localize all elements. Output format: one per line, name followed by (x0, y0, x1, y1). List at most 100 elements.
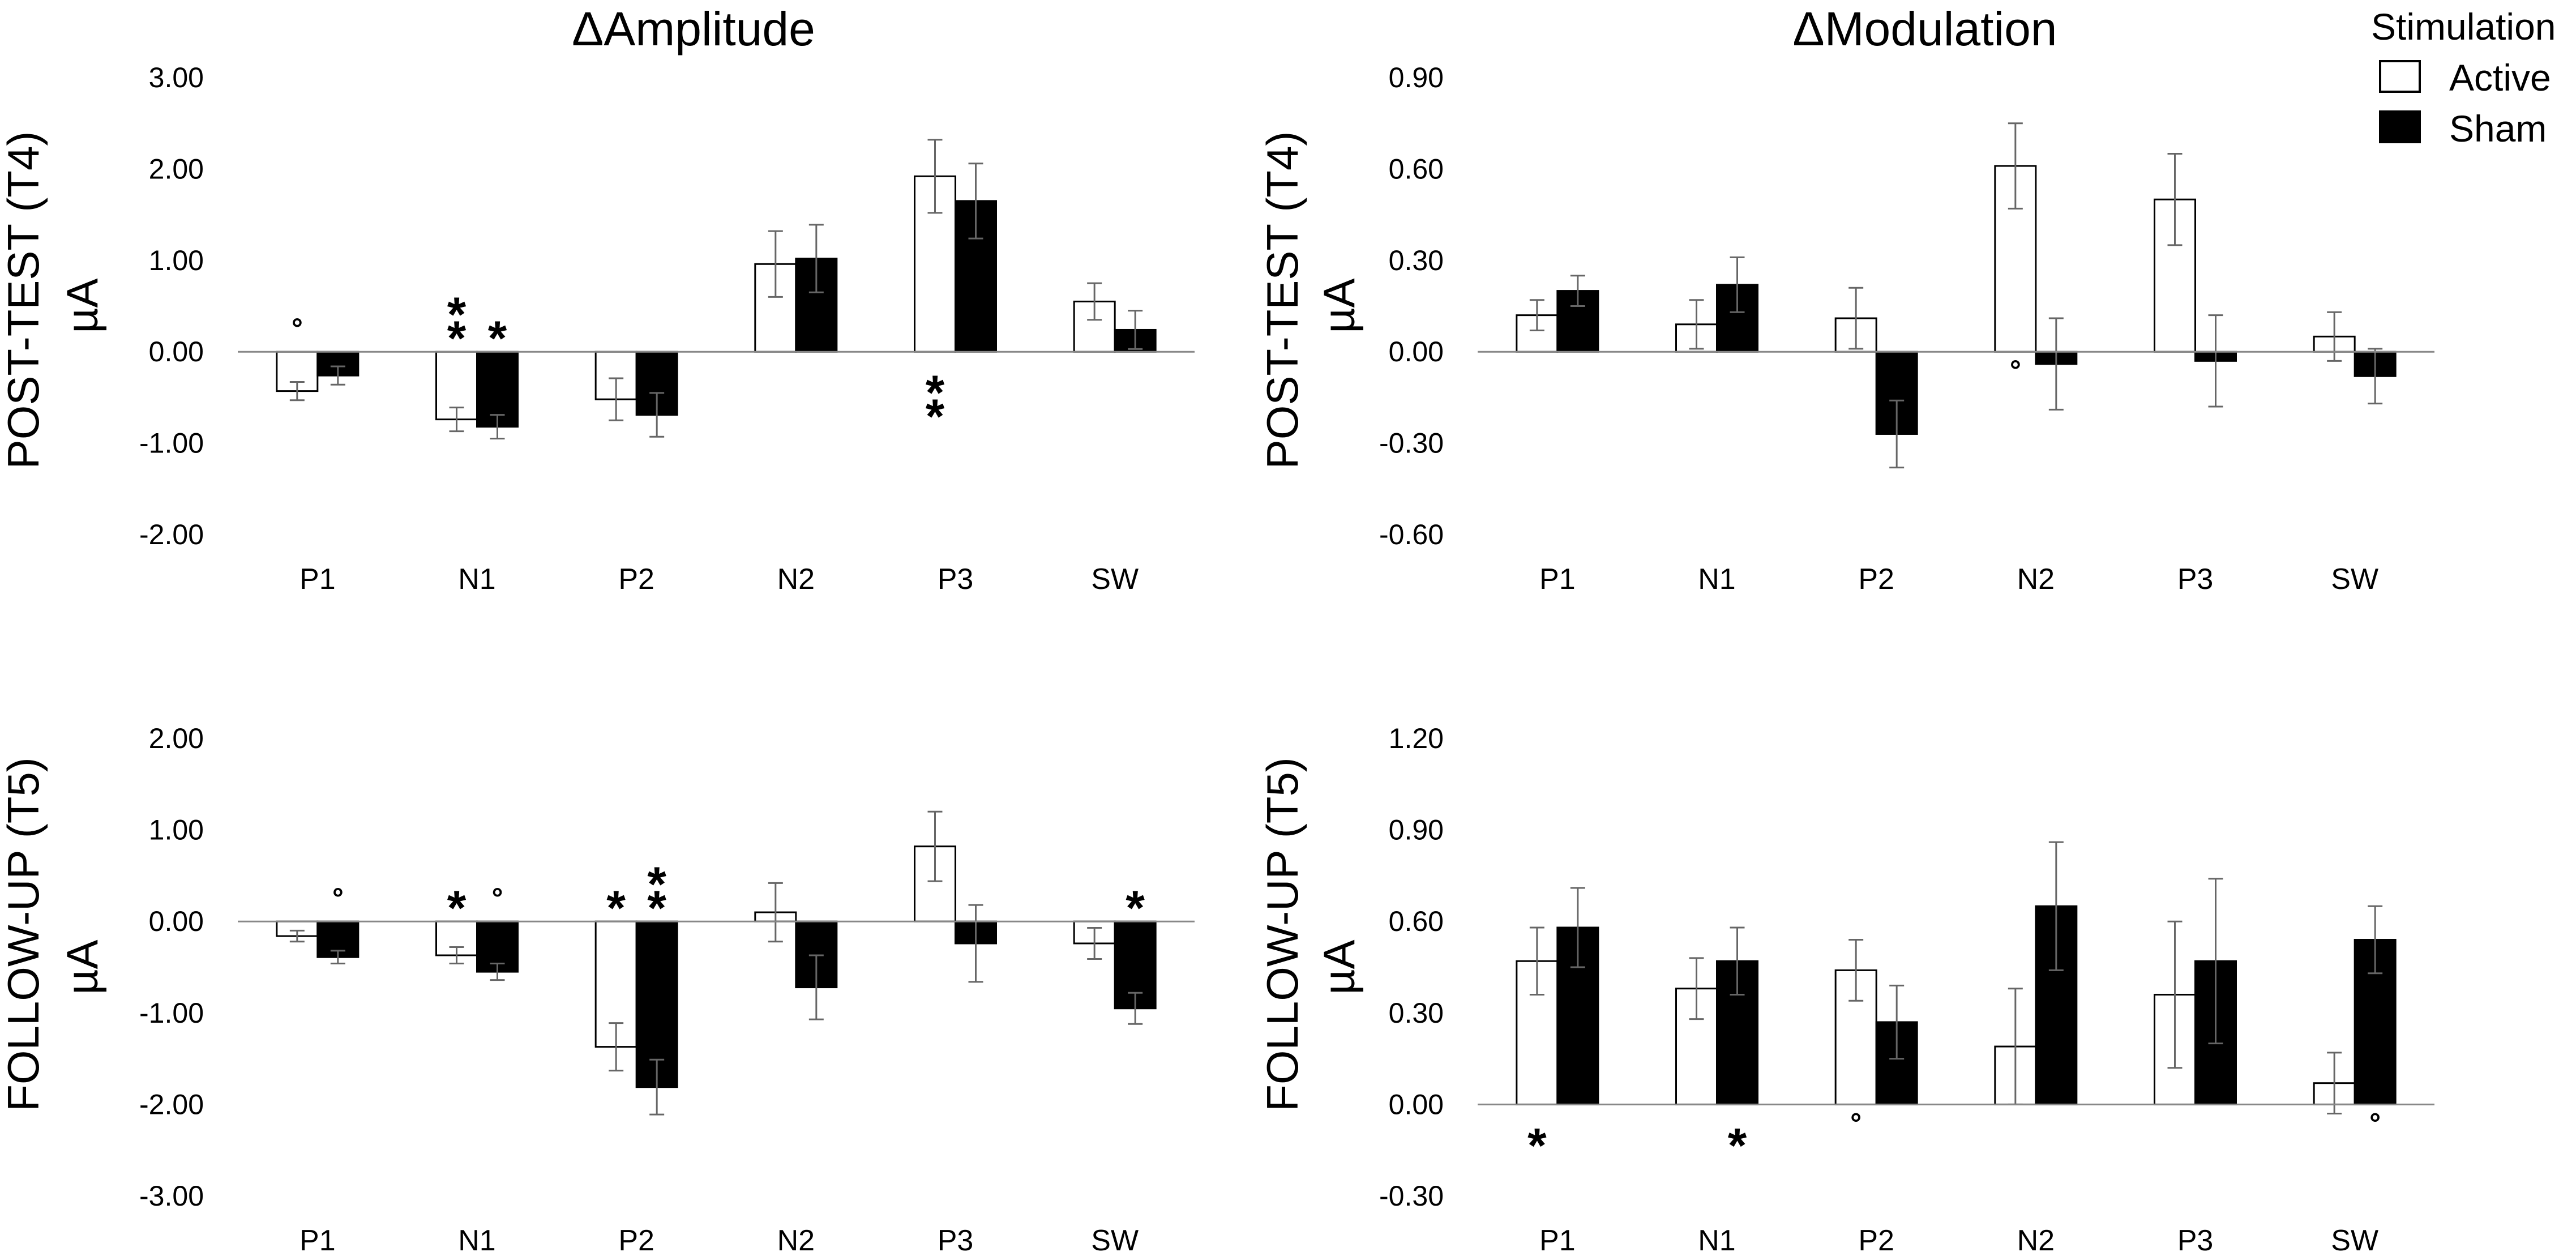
error-bar-sham-p1 (1570, 887, 1585, 968)
significance-star-marker: * (1527, 1118, 1547, 1173)
error-bar-sham-n1 (1730, 256, 1745, 313)
y-tick-label: 0.60 (1389, 905, 1444, 937)
error-bar-active-n2 (768, 882, 783, 943)
error-bar-active-n1 (449, 407, 464, 433)
x-category-label: N1 (458, 563, 495, 596)
panel-modulation-t5: 1.20 0.90 0.60 0.30 0.00 -0.30 µA P1 N1 P2 N2 P3 SW *… (1314, 723, 2434, 1256)
legend-label-active: Active (2449, 57, 2551, 99)
x-category-label: P1 (1539, 563, 1576, 596)
x-category-label: P1 (1539, 1224, 1576, 1256)
error-bar-sham-p3 (2208, 314, 2223, 408)
x-category-label: P2 (1858, 563, 1894, 596)
error-bar-active-sw (1087, 927, 1102, 960)
trend-circle-marker: ° (1850, 1107, 1862, 1139)
error-bar-sham-p1 (330, 950, 345, 965)
error-bar-sham-sw (2368, 905, 2383, 975)
x-category-label: P1 (299, 1224, 336, 1256)
error-bar-active-p2 (609, 377, 624, 421)
y-tick-label: 0.00 (149, 336, 204, 368)
y-tick-label: 0.00 (1389, 1088, 1444, 1120)
x-category-label: SW (1091, 1224, 1139, 1256)
x-category-label: N1 (1698, 563, 1735, 596)
error-bar-active-p3 (927, 810, 943, 882)
error-bar-sham-sw (1128, 310, 1143, 350)
trend-circle-marker: ° (332, 882, 344, 914)
error-bar-sham-p3 (2208, 878, 2223, 1045)
error-bar-sham-n2 (2048, 317, 2064, 411)
error-bar-sham-p2 (1889, 984, 1905, 1060)
y-tick-label: 0.90 (1389, 814, 1444, 846)
significance-star-marker: * (606, 881, 626, 935)
error-bar-sham-n1 (1730, 926, 1745, 996)
x-category-label: N2 (777, 1224, 815, 1256)
error-bar-active-p1 (289, 381, 305, 401)
error-bar-sham-p2 (649, 1058, 665, 1116)
y-tick-label: 0.30 (1389, 997, 1444, 1029)
y-tick-label: 1.00 (149, 245, 204, 276)
legend: Stimulation Active Sham (2371, 6, 2556, 149)
error-bar-sham-p1 (330, 365, 345, 386)
trend-circle-marker: ° (292, 313, 303, 344)
panel-amplitude-t5: 2.00 1.00 0.00 -1.00 -2.00 -3.00 µA P1 N1 P2 N2 P3 S… (57, 723, 1195, 1256)
x-category-label: SW (1091, 563, 1139, 596)
error-bar-active-n2 (768, 230, 783, 298)
x-category-label: P2 (618, 1224, 654, 1256)
error-bar-active-p1 (289, 929, 305, 943)
y-tick-label: 0.00 (1389, 336, 1444, 368)
legend-label-sham: Sham (2449, 108, 2547, 149)
error-bar-active-p3 (2167, 920, 2183, 1069)
row-label-left-t5: FOLLOW-UP (T5) (0, 757, 48, 1112)
error-bar-sham-n2 (808, 954, 824, 1020)
significance-star-marker: * (1126, 881, 1145, 935)
significance-star-marker: * (926, 390, 945, 444)
y-tick-label: -0.30 (1379, 428, 1444, 459)
significance-star-marker: * (647, 881, 666, 935)
error-bar-active-n1 (1689, 957, 1704, 1020)
y-tick-label: 0.60 (1389, 153, 1444, 185)
panel-amplitude-t4: 3.00 2.00 1.00 0.00 -1.00 -2.00 µA P1 N1 P2 N2 P3 SW… (57, 62, 1195, 596)
error-bar-active-sw (1087, 282, 1102, 321)
y-tick-label: 0.90 (1389, 62, 1444, 93)
error-bar-active-p1 (1529, 926, 1544, 996)
y-tick-label: -1.00 (139, 997, 204, 1029)
y-tick-label: -0.60 (1379, 519, 1444, 550)
error-bar-active-p3 (927, 139, 943, 214)
x-category-label: P1 (299, 563, 336, 596)
x-category-label: P2 (618, 563, 654, 596)
y-tick-label: 2.00 (149, 723, 204, 754)
error-bar-sham-p2 (649, 392, 665, 438)
row-label-right-t5: FOLLOW-UP (T5) (1257, 757, 1307, 1112)
error-bar-active-sw (2327, 311, 2342, 362)
y-tick-label: 2.00 (149, 153, 204, 185)
error-bar-active-p2 (1848, 287, 1864, 350)
error-bar-sham-p3 (968, 163, 983, 240)
x-category-label: P3 (2177, 563, 2214, 596)
y-axis-label: µA (1314, 940, 1364, 995)
y-tick-label: 1.00 (149, 814, 204, 846)
significance-star-marker: * (447, 881, 467, 935)
error-bar-sham-sw (2368, 348, 2383, 405)
legend-swatch-sham (2379, 110, 2421, 143)
y-tick-label: -2.00 (139, 1088, 204, 1120)
x-category-label: SW (2331, 563, 2378, 596)
error-bar-active-p1 (1529, 299, 1544, 332)
legend-title: Stimulation (2371, 6, 2556, 48)
error-bar-sham-p2 (1889, 399, 1905, 469)
significance-star-marker: * (647, 857, 666, 912)
significance-star-marker: * (488, 311, 507, 366)
x-category-label: N2 (2017, 1224, 2055, 1256)
error-bar-sham-n2 (808, 224, 824, 293)
trend-circle-marker: ° (2010, 354, 2021, 386)
column-title-modulation: ΔModulation (1792, 2, 2057, 55)
x-category-label: P3 (938, 563, 974, 596)
row-label-left-t4: POST-TEST (T4) (0, 131, 48, 469)
error-bar-sham-n2 (2048, 841, 2064, 971)
y-tick-label: 3.00 (149, 62, 204, 93)
error-bar-sham-p3 (968, 904, 983, 983)
significance-star-marker: * (447, 288, 467, 342)
error-bar-sham-p1 (1570, 275, 1585, 307)
x-category-label: N1 (1698, 1224, 1735, 1256)
y-axis-label: µA (1314, 279, 1364, 334)
x-category-label: N2 (2017, 563, 2055, 596)
